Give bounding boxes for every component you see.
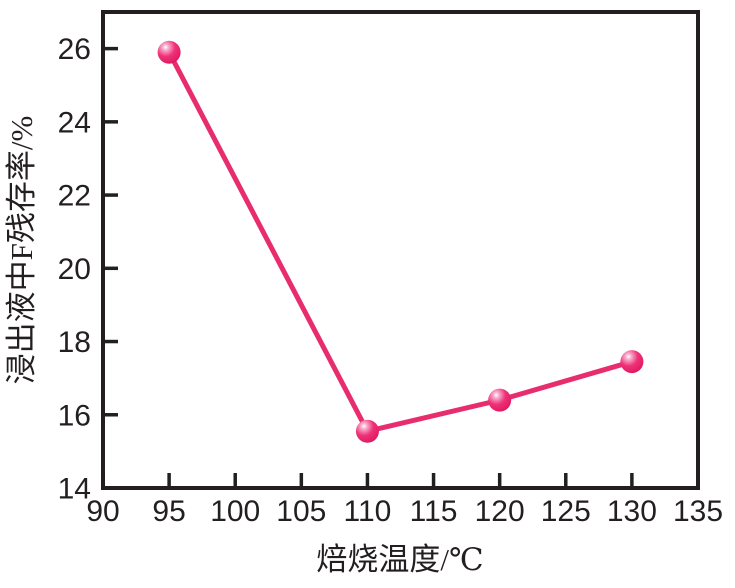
data-point bbox=[157, 40, 181, 64]
data-point bbox=[355, 419, 379, 443]
x-axis-label: 焙烧温度/℃ bbox=[316, 542, 483, 577]
tick-labels: 90 95 100 105 110 115 120 125 130 135 14 16 18 20 22 24… bbox=[58, 33, 723, 528]
x-tick-label: 90 bbox=[86, 495, 119, 528]
y-tick-label: 18 bbox=[58, 326, 91, 359]
x-tick-label: 115 bbox=[410, 495, 458, 528]
x-tick-label: 105 bbox=[276, 495, 326, 528]
x-tick-label: 125 bbox=[541, 495, 591, 528]
data-point bbox=[488, 388, 512, 412]
y-axis-label: 浸出液中F残存率/% bbox=[4, 116, 39, 385]
y-tick-label: 20 bbox=[58, 253, 91, 286]
data-line bbox=[166, 49, 635, 435]
x-tick-label: 135 bbox=[673, 495, 723, 528]
x-tick-label: 100 bbox=[210, 495, 260, 528]
x-tick-label: 120 bbox=[475, 495, 525, 528]
data-point bbox=[620, 350, 644, 374]
y-tick-label: 22 bbox=[58, 180, 91, 213]
x-tick-label: 95 bbox=[152, 495, 185, 528]
data-series bbox=[157, 40, 644, 443]
y-tick-label: 14 bbox=[58, 473, 91, 506]
plot-border bbox=[101, 10, 700, 490]
y-tick-label: 26 bbox=[58, 33, 91, 66]
x-tick-label: 110 bbox=[344, 495, 392, 528]
axis-ticks bbox=[101, 46, 700, 490]
y-tick-label: 16 bbox=[58, 399, 91, 432]
x-tick-label: 130 bbox=[607, 495, 657, 528]
plot-box bbox=[101, 10, 700, 490]
y-tick-label: 24 bbox=[58, 106, 91, 139]
